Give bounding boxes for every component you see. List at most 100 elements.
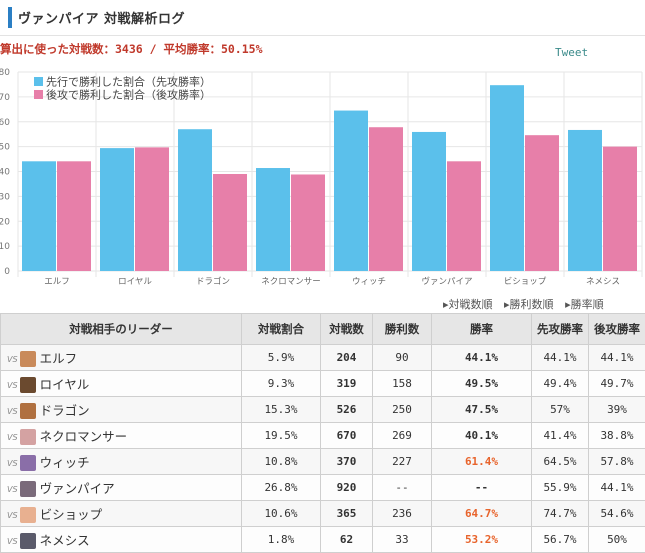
- sort-by-matches-link[interactable]: ▸対戦数順: [443, 298, 493, 311]
- bar-first: [100, 148, 134, 271]
- bar-second: [213, 173, 247, 271]
- header-second-winrate: 後攻勝率: [588, 313, 645, 345]
- header-accent-bar: [8, 7, 12, 28]
- wins-cell: 269: [372, 422, 432, 449]
- bar-second: [603, 146, 637, 271]
- page-header: ヴァンパイア 対戦解析ログ: [0, 0, 645, 36]
- first-winrate-cell: 56.7%: [531, 526, 589, 553]
- x-tick-label: ネメシス: [586, 277, 620, 287]
- x-tick-label: ドラゴン: [196, 276, 230, 287]
- bar-second: [135, 147, 169, 271]
- second-winrate-cell: 44.1%: [588, 474, 645, 501]
- vs-label: VS: [7, 432, 18, 442]
- bar-second: [369, 127, 403, 271]
- header-leader: 対戦相手のリーダー: [0, 313, 242, 345]
- winrate-cell: 64.7%: [431, 500, 532, 527]
- leader-name: ドラゴン: [39, 402, 90, 418]
- leader-avatar-icon: [19, 377, 36, 394]
- table-header-row: 対戦相手のリーダー 対戦割合 対戦数 勝利数 勝率 先攻勝率 後攻勝率: [0, 313, 645, 345]
- bar-second: [447, 161, 481, 271]
- table-body: VS エルフ 5.9% 204 90 44.1% 44.1% 44.1% VS ロイヤル 9.3% 3…: [0, 344, 645, 553]
- matches-cell: 319: [320, 370, 373, 397]
- leader-avatar-icon: [19, 507, 36, 524]
- legend-swatch: [34, 90, 43, 99]
- share-cell: 10.8%: [241, 448, 321, 475]
- leader-cell: VS ウィッチ: [0, 448, 242, 475]
- first-winrate-cell: 74.7%: [531, 500, 589, 527]
- table-row[interactable]: VS ビショップ 10.6% 365 236 64.7% 74.7% 54.6%: [0, 500, 645, 527]
- second-winrate-cell: 54.6%: [588, 500, 645, 527]
- table-row[interactable]: VS ウィッチ 10.8% 370 227 61.4% 64.5% 57.8%: [0, 448, 645, 475]
- sort-by-wins-link[interactable]: ▸勝利数順: [504, 298, 554, 311]
- matches-cell: 365: [320, 500, 373, 527]
- matches-cell: 526: [320, 396, 373, 423]
- matchup-table: 対戦相手のリーダー 対戦割合 対戦数 勝利数 勝率 先攻勝率 後攻勝率 VS エル…: [0, 313, 645, 553]
- bar-first: [334, 110, 368, 272]
- leader-name: ヴァンパイア: [39, 480, 115, 496]
- x-tick-label: ビショップ: [504, 277, 547, 287]
- second-winrate-cell: 49.7%: [588, 370, 645, 397]
- share-cell: 10.6%: [241, 500, 321, 527]
- leader-cell: VS ビショップ: [0, 500, 242, 527]
- first-winrate-cell: 44.1%: [531, 344, 589, 371]
- table-row[interactable]: VS ネメシス 1.8% 62 33 53.2% 56.7% 50%: [0, 526, 645, 553]
- leader-cell: VS エルフ: [0, 344, 242, 371]
- x-tick-label: ロイヤル: [118, 277, 152, 287]
- winrate-cell: 40.1%: [431, 422, 532, 449]
- matches-cell: 670: [320, 422, 373, 449]
- header-matches: 対戦数: [320, 313, 373, 345]
- x-tick-label: ヴァンパイア: [421, 276, 472, 287]
- winrate-cell: 44.1%: [431, 344, 532, 371]
- table-row[interactable]: VS ネクロマンサー 19.5% 670 269 40.1% 41.4% 38.8%: [0, 422, 645, 449]
- leader-avatar-icon: [19, 455, 36, 472]
- leader-cell: VS ヴァンパイア: [0, 474, 242, 501]
- leader-name: ロイヤル: [39, 376, 90, 392]
- winrate-cell: 61.4%: [431, 448, 532, 475]
- leader-cell: VS ロイヤル: [0, 370, 242, 397]
- second-winrate-cell: 38.8%: [588, 422, 645, 449]
- tweet-link[interactable]: Tweet: [555, 46, 589, 59]
- leader-name: ネクロマンサー: [39, 428, 128, 444]
- leader-cell: VS ドラゴン: [0, 396, 242, 423]
- y-tick-label: 20: [0, 217, 10, 227]
- page-title: ヴァンパイア 対戦解析ログ: [18, 12, 186, 27]
- winrate-chart: 0 10 20 30 40 50 60 70 80 エルフ ロイヤル ドラゴン ネクロマンサー ウィッチ ヴ…: [0, 62, 645, 294]
- share-cell: 26.8%: [241, 474, 321, 501]
- first-winrate-cell: 64.5%: [531, 448, 589, 475]
- wins-cell: --: [372, 474, 432, 501]
- bar-first: [490, 85, 524, 271]
- winrate-cell: 47.5%: [431, 396, 532, 423]
- sort-by-rate-link[interactable]: ▸勝率順: [565, 298, 604, 311]
- header-share: 対戦割合: [241, 313, 321, 345]
- second-winrate-cell: 57.8%: [588, 448, 645, 475]
- table-row[interactable]: VS エルフ 5.9% 204 90 44.1% 44.1% 44.1%: [0, 344, 645, 371]
- bar-second: [291, 174, 325, 271]
- leader-name: ネメシス: [39, 532, 90, 548]
- share-cell: 9.3%: [241, 370, 321, 397]
- x-tick-label: ウィッチ: [352, 277, 386, 287]
- wins-cell: 227: [372, 448, 432, 475]
- leader-avatar-icon: [19, 533, 36, 550]
- bar-second: [57, 161, 91, 271]
- legend-swatch: [34, 77, 43, 86]
- table-row[interactable]: VS ロイヤル 9.3% 319 158 49.5% 49.4% 49.7%: [0, 370, 645, 397]
- second-winrate-cell: 44.1%: [588, 344, 645, 371]
- first-winrate-cell: 57%: [531, 396, 589, 423]
- table-row[interactable]: VS ドラゴン 15.3% 526 250 47.5% 57% 39%: [0, 396, 645, 423]
- bar-first: [412, 131, 446, 271]
- winrate-cell: --: [431, 474, 532, 501]
- table-row[interactable]: VS ヴァンパイア 26.8% 920 -- -- 55.9% 44.1%: [0, 474, 645, 501]
- leader-avatar-icon: [19, 351, 36, 368]
- vs-label: VS: [7, 484, 18, 494]
- leader-name: ビショップ: [39, 506, 103, 522]
- bar-first: [568, 129, 602, 271]
- y-tick-label: 0: [4, 267, 10, 277]
- x-tick-label: ネクロマンサー: [261, 277, 321, 287]
- leader-avatar-icon: [19, 481, 36, 498]
- vs-label: VS: [7, 380, 18, 390]
- y-tick-label: 60: [0, 118, 10, 128]
- first-winrate-cell: 41.4%: [531, 422, 589, 449]
- matches-cell: 204: [320, 344, 373, 371]
- matches-cell: 370: [320, 448, 373, 475]
- header-first-winrate: 先攻勝率: [531, 313, 589, 345]
